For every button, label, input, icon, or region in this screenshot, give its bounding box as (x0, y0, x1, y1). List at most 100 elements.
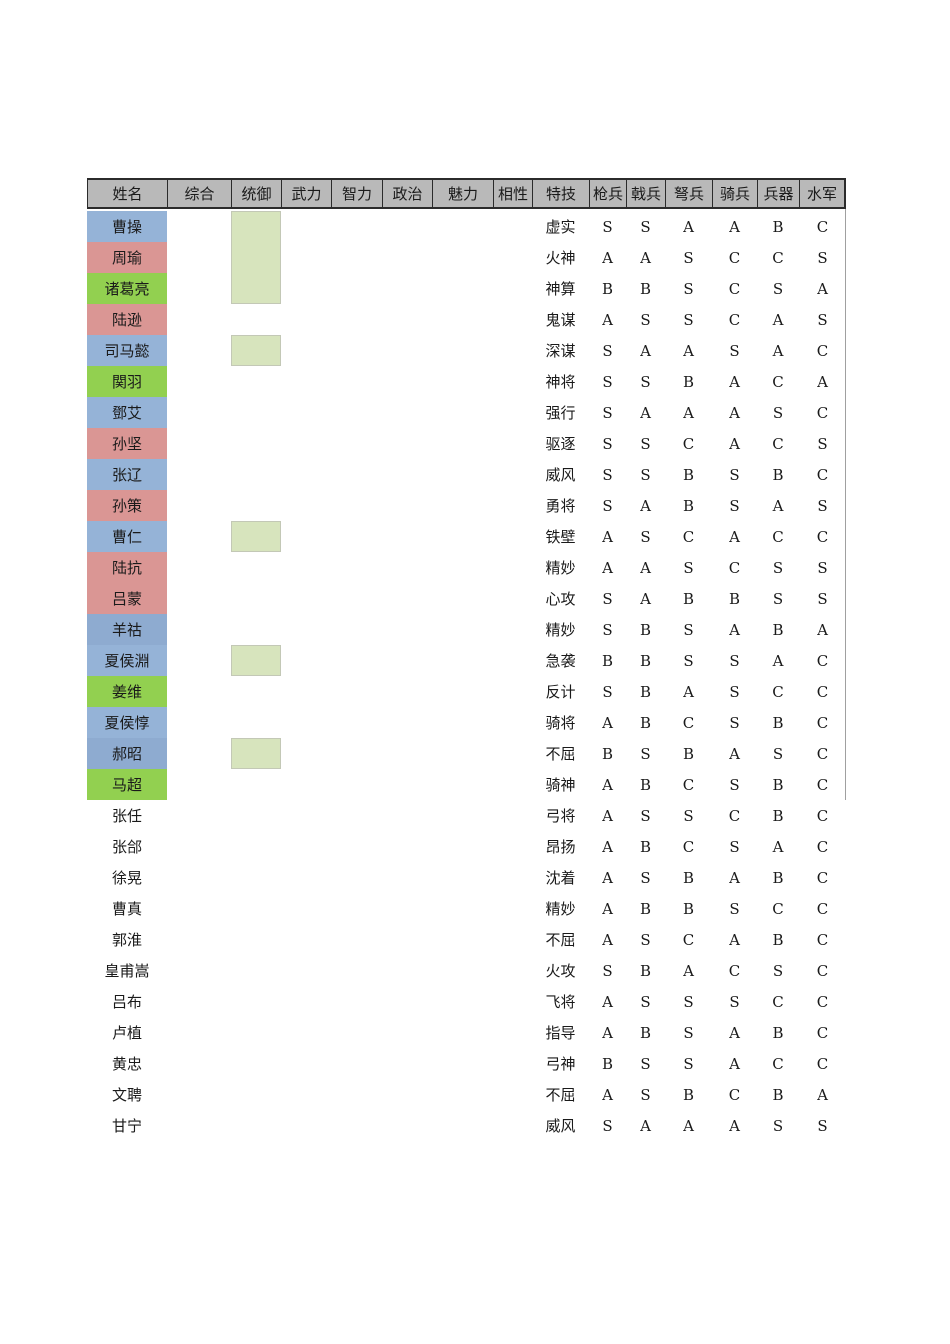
name-cell: 郝昭 (111, 745, 142, 763)
aptitude-cell: S (602, 620, 613, 639)
table-row: 吕蒙 心攻 S A B B S S (87, 583, 846, 614)
aptitude-cell: B (682, 1085, 695, 1104)
name-cell: 诸葛亮 (104, 280, 150, 298)
aptitude-cell: S (640, 1085, 651, 1104)
aptitude-cell: S (772, 589, 784, 608)
aptitude-cell: A (729, 527, 740, 546)
aptitude-cell: S (729, 341, 740, 360)
aptitude-cell: S (772, 279, 784, 298)
faction-color-fill (87, 676, 167, 707)
aptitude-cell: B (639, 961, 652, 980)
aptitude-cell: S (772, 1116, 784, 1135)
aptitude-cell: B (772, 806, 784, 825)
aptitude-cell: C (682, 713, 695, 732)
aptitude-cell: C (816, 961, 829, 980)
table-row: 鄧艾 强行 S A A A S C (87, 397, 846, 428)
aptitude-cell: A (817, 1085, 828, 1104)
aptitude-cell: S (729, 899, 740, 918)
table-row: 周瑜 火神 A A S C C S (87, 242, 846, 273)
aptitude-cell: A (640, 403, 651, 422)
aptitude-cell: S (602, 434, 613, 453)
name-cell: 関羽 (111, 373, 142, 391)
aptitude-cell: A (729, 1023, 740, 1042)
aptitude-cell: S (683, 1023, 694, 1042)
skill-cell: 指导 (545, 1024, 576, 1042)
aptitude-cell: B (639, 899, 652, 918)
aptitude-cell: A (602, 558, 613, 577)
aptitude-cell: A (602, 992, 613, 1011)
aptitude-cell: A (729, 372, 740, 391)
aptitude-cell: C (816, 651, 829, 670)
skill-cell: 勇将 (545, 497, 576, 515)
aptitude-cell: A (729, 1054, 740, 1073)
header-cell: 武力 (281, 178, 331, 209)
table-row: 诸葛亮 神算 B B S C S A (87, 273, 846, 304)
aptitude-cell: S (602, 682, 613, 701)
aptitude-cell: B (682, 589, 695, 608)
aptitude-cell: A (602, 837, 613, 856)
aptitude-cell: C (728, 558, 741, 577)
aptitude-cell: S (640, 372, 651, 391)
name-cell: 张辽 (111, 466, 142, 484)
aptitude-cell: C (682, 434, 695, 453)
aptitude-cell: C (816, 930, 829, 949)
aptitude-cell: S (683, 558, 694, 577)
header-cell: 骑兵 (712, 178, 757, 209)
header-cell: 姓名 (87, 178, 167, 209)
faction-color-fill (87, 428, 167, 459)
header-cell: 弩兵 (665, 178, 712, 209)
skill-cell: 昂扬 (545, 838, 576, 856)
name-cell: 皇甫嵩 (104, 962, 150, 980)
aptitude-cell: C (816, 403, 829, 422)
aptitude-cell: S (602, 341, 613, 360)
aptitude-cell: A (683, 961, 694, 980)
faction-color-fill (87, 335, 167, 366)
header-cell: 政治 (382, 178, 432, 209)
aptitude-cell: A (729, 868, 740, 887)
aptitude-cell: A (640, 589, 651, 608)
table-row: 马超 骑神 A B C S B C (87, 769, 846, 800)
aptitude-cell: A (683, 341, 694, 360)
aptitude-cell: C (816, 899, 829, 918)
aptitude-cell: B (601, 651, 614, 670)
aptitude-cell: B (601, 1054, 614, 1073)
aptitude-cell: B (682, 744, 695, 763)
aptitude-cell: C (682, 930, 695, 949)
aptitude-cell: B (772, 775, 784, 794)
faction-color-fill (87, 583, 167, 614)
aptitude-cell: B (682, 868, 695, 887)
header-cell: 综合 (167, 178, 231, 209)
name-cell: 张郃 (111, 838, 142, 856)
aptitude-cell: C (816, 992, 829, 1011)
aptitude-cell: S (729, 496, 740, 515)
skill-cell: 心攻 (545, 590, 576, 608)
skill-cell: 威风 (545, 1117, 576, 1135)
aptitude-cell: A (683, 1116, 694, 1135)
name-cell: 曹仁 (111, 528, 142, 546)
aptitude-cell: S (602, 589, 613, 608)
aptitude-cell: B (639, 279, 652, 298)
name-cell: 周瑜 (111, 249, 142, 267)
table-row: 陆抗 精妙 A A S C S S (87, 552, 846, 583)
aptitude-cell: B (639, 620, 652, 639)
aptitude-cell: A (640, 496, 651, 515)
aptitude-cell: S (772, 403, 784, 422)
skill-cell: 不屈 (545, 1086, 576, 1104)
aptitude-cell: S (602, 961, 613, 980)
aptitude-cell: A (729, 744, 740, 763)
header-cell: 戟兵 (626, 178, 665, 209)
tong-highlight-box (231, 521, 281, 552)
aptitude-cell: A (602, 868, 613, 887)
table-row: 孙坚 驱逐 S S C A C S (87, 428, 846, 459)
aptitude-cell: S (640, 868, 651, 887)
aptitude-cell: C (816, 341, 829, 360)
aptitude-cell: S (640, 217, 651, 236)
faction-color-fill (87, 738, 167, 769)
aptitude-cell: A (817, 372, 828, 391)
aptitude-cell: C (728, 279, 741, 298)
faction-color-fill (87, 645, 167, 676)
skill-cell: 弓将 (545, 807, 576, 825)
aptitude-cell: C (728, 961, 741, 980)
aptitude-cell: S (817, 248, 828, 267)
header-cell: 枪兵 (589, 178, 626, 209)
